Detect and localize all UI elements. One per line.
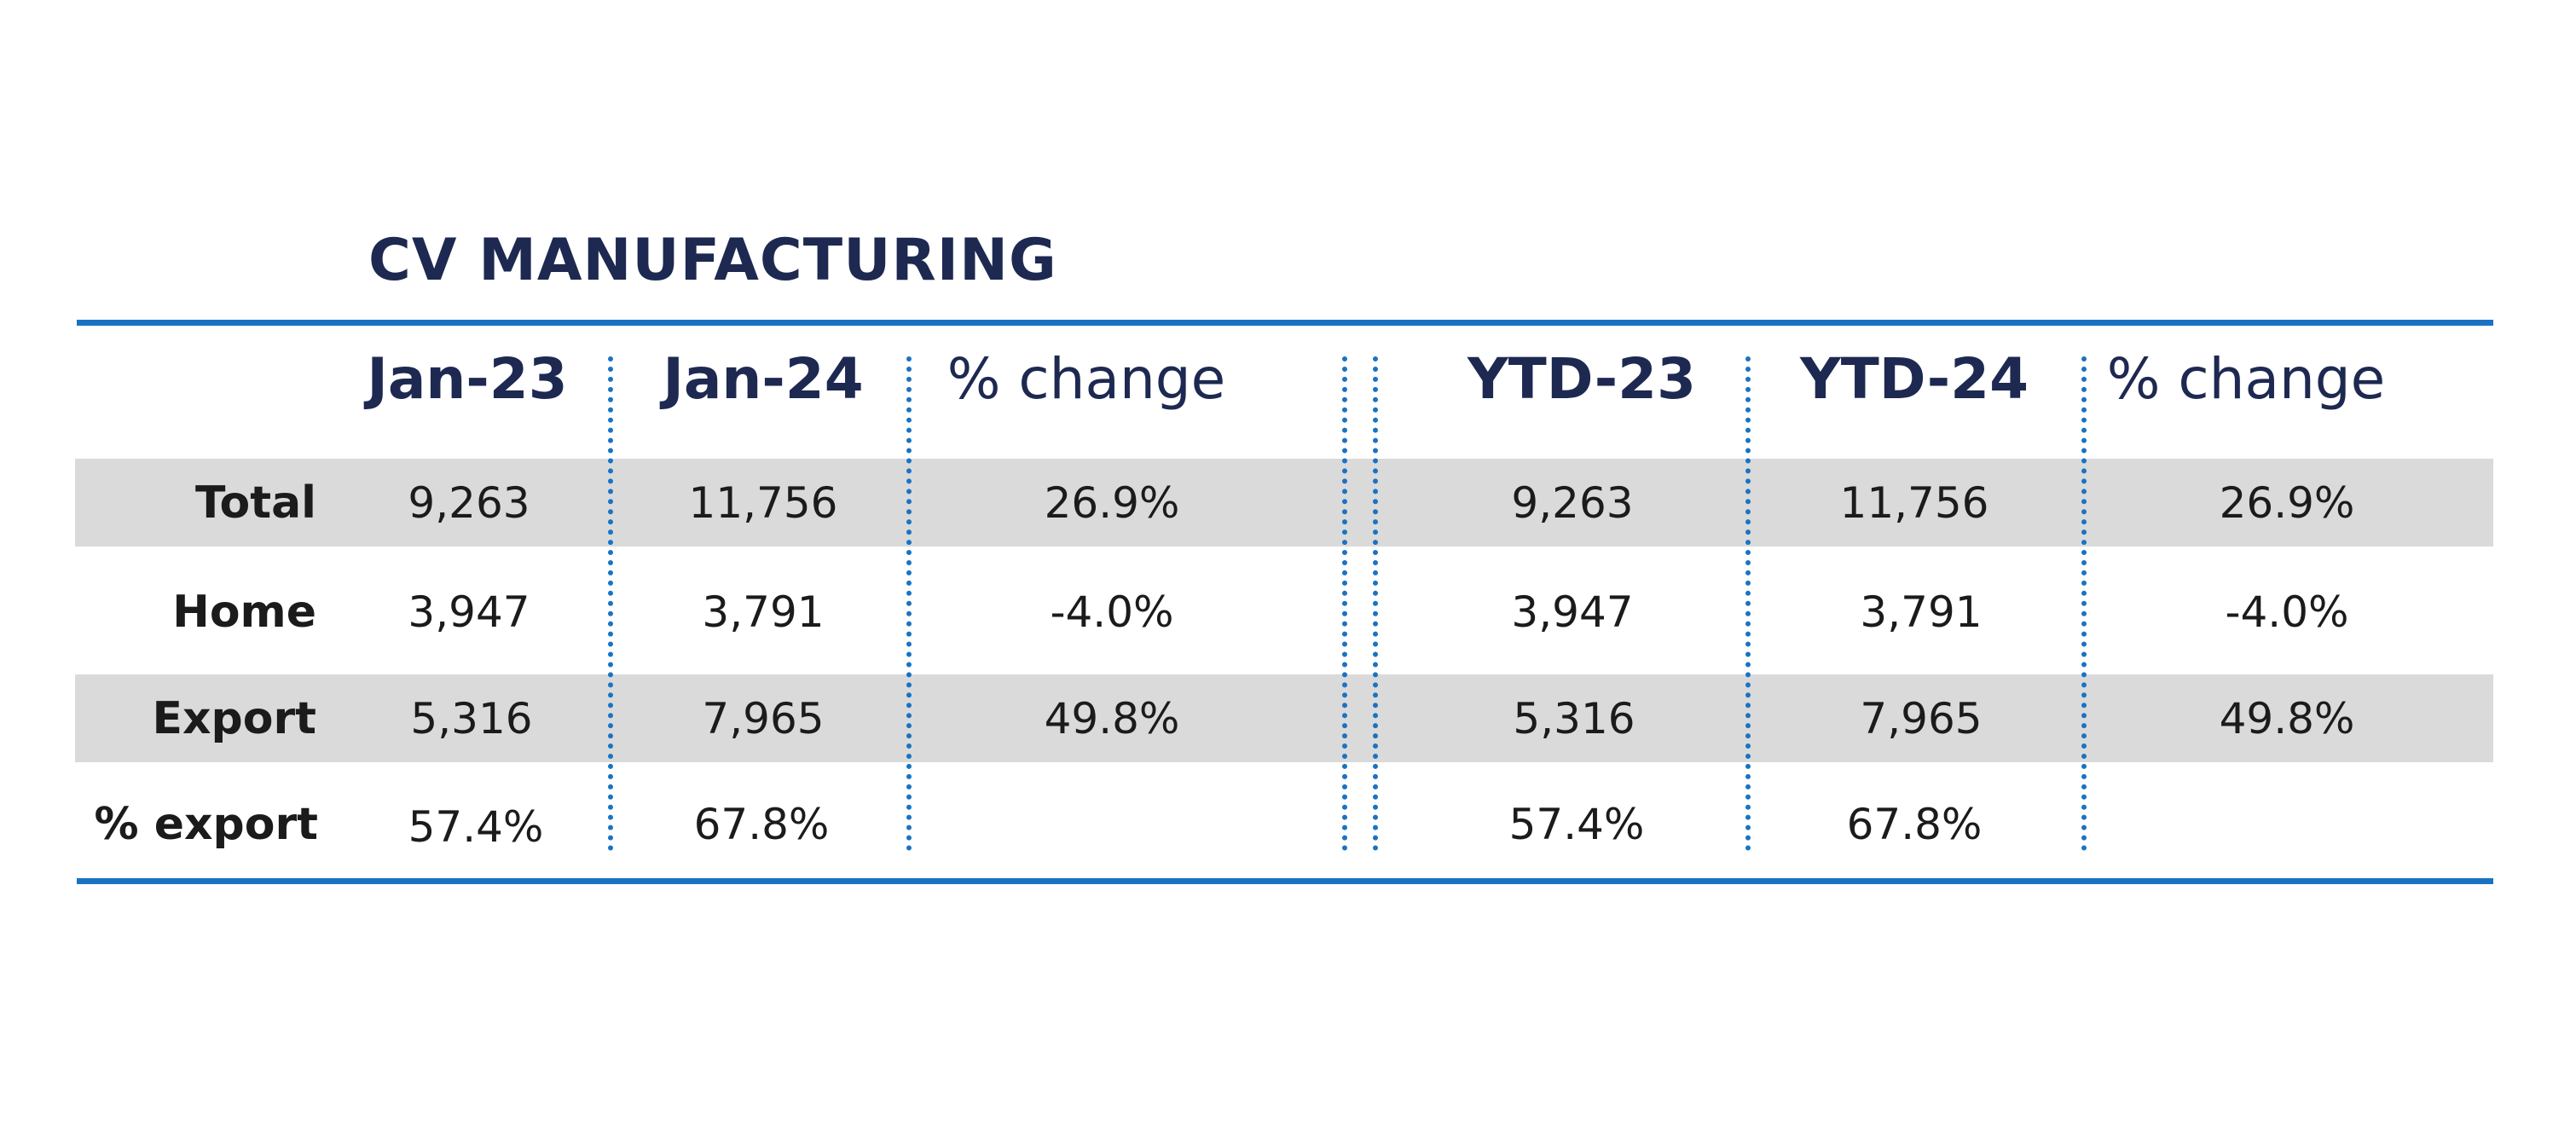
- table-cell: 57.4%: [408, 802, 544, 852]
- row-band-total: [75, 459, 2493, 547]
- table-cell: 3,791: [1860, 587, 1983, 637]
- table-cell: 5,316: [410, 694, 533, 743]
- column-header-pct-change: % change: [946, 346, 1226, 412]
- table-cell: 7,965: [702, 694, 825, 743]
- section-divider: [1342, 356, 1347, 851]
- row-band-export: [75, 674, 2493, 762]
- column-divider: [906, 356, 912, 851]
- table-cell: 49.8%: [2219, 694, 2355, 743]
- table-title: CV MANUFACTURING: [368, 227, 1057, 294]
- table-cell: 9,263: [1511, 478, 1634, 528]
- column-divider: [608, 356, 613, 851]
- column-divider: [2081, 356, 2087, 851]
- table-cell: 67.8%: [1846, 800, 1983, 849]
- table-cell: -4.0%: [1050, 587, 1174, 637]
- column-header-jan-24: Jan-24: [663, 346, 864, 412]
- table-cell: 57.4%: [1508, 800, 1645, 849]
- section-divider: [1373, 356, 1378, 851]
- top-rule: [77, 320, 2493, 326]
- table-cell: 5,316: [1513, 694, 1635, 743]
- table-cell: 26.9%: [2219, 478, 2355, 528]
- row-label-export: Export: [152, 693, 316, 744]
- table-cell: 3,947: [408, 587, 530, 637]
- table-cell: 7,965: [1860, 694, 1983, 743]
- table-cell: -4.0%: [2225, 587, 2349, 637]
- row-label-home: Home: [172, 587, 316, 638]
- table-cell: 67.8%: [693, 800, 830, 849]
- column-divider: [1745, 356, 1751, 851]
- table-cell: 26.9%: [1044, 478, 1180, 528]
- column-header-ytd-pct-change: % change: [2106, 346, 2386, 412]
- table-cell: 11,756: [688, 478, 838, 528]
- column-header-jan-23: Jan-23: [367, 346, 568, 412]
- column-header-ytd-23: YTD-23: [1467, 346, 1697, 412]
- column-header-ytd-24: YTD-24: [1799, 346, 2029, 412]
- table-cell: 3,791: [702, 587, 825, 637]
- bottom-rule: [77, 878, 2493, 884]
- row-label-pct-export: % export: [94, 799, 318, 850]
- table-cell: 11,756: [1839, 478, 1989, 528]
- table-cell: 3,947: [1511, 587, 1634, 637]
- row-label-total: Total: [194, 477, 316, 529]
- table-cell: 9,263: [408, 478, 530, 528]
- table-cell: 49.8%: [1044, 694, 1180, 743]
